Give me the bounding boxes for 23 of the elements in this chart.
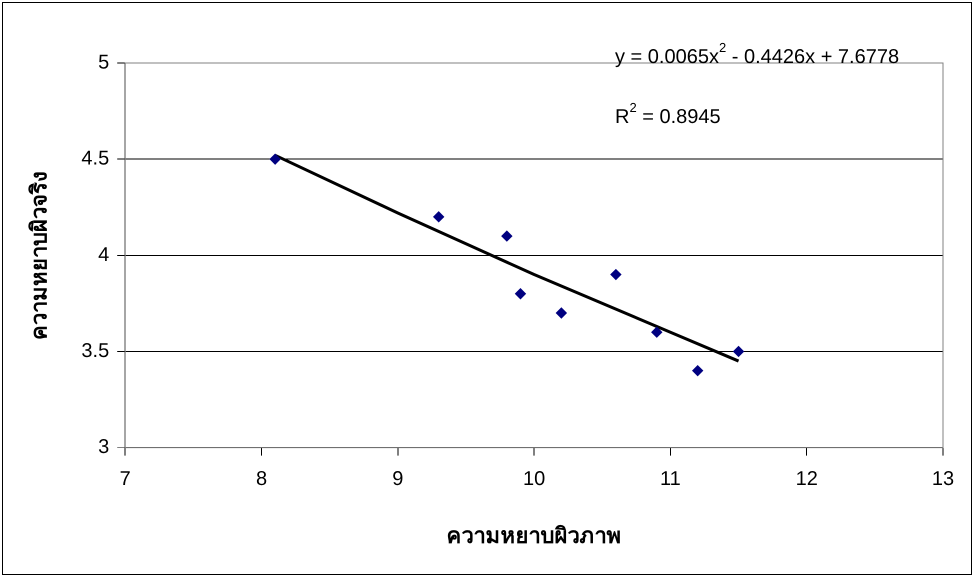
- y-tick-label: 3.5: [81, 340, 110, 362]
- x-tick-label: 8: [256, 468, 268, 490]
- y-tick-label: 4.5: [81, 148, 110, 170]
- point: [433, 211, 444, 222]
- x-tick-label: 12: [796, 468, 818, 490]
- y-axis-title: ความหยาบผิวจริง: [26, 170, 52, 340]
- y-tick-label: 5: [98, 52, 110, 74]
- x-tick-label: 11: [660, 468, 681, 490]
- x-tick-label: 13: [932, 468, 954, 490]
- point: [270, 154, 281, 165]
- x-tick-label: 10: [522, 468, 546, 490]
- point: [651, 326, 662, 338]
- point: [556, 307, 567, 318]
- x-axis-title: ความหยาบผิวภาพ: [446, 522, 622, 548]
- y-tick-label: 4: [98, 244, 110, 266]
- x-tick-label: 9: [392, 468, 404, 490]
- point: [514, 288, 526, 300]
- x-tick-label: 7: [120, 468, 131, 490]
- point: [501, 230, 512, 242]
- point: [610, 269, 622, 280]
- point: [692, 365, 704, 376]
- y-tick-label: 3: [98, 436, 110, 458]
- point: [733, 346, 744, 357]
